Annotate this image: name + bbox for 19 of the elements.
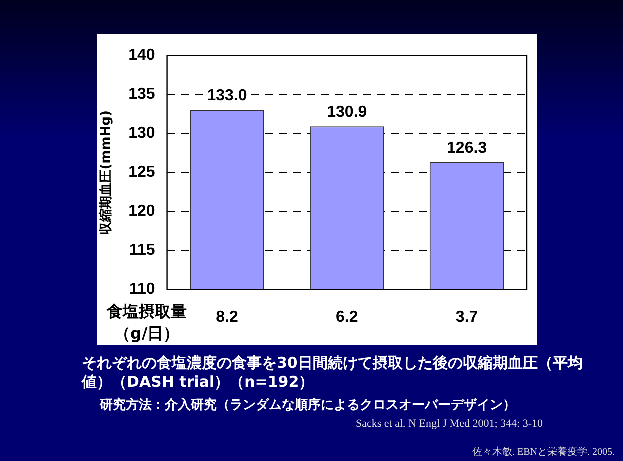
- y-tick-label: 110: [129, 281, 156, 298]
- y-tick-label: 135: [128, 86, 156, 104]
- text: Sacks et al. N Engl J Med 2001; 344: 3-10: [356, 418, 543, 430]
- x-tick-label: 3.7: [456, 308, 478, 326]
- x-tick-label: 6.2: [336, 308, 358, 326]
- data-label: 126.3: [447, 140, 488, 157]
- y-tick-label: 125: [128, 164, 156, 182]
- y-tick-label: 140: [128, 47, 156, 64]
- x-axis-title: 食塩摂取量（g/日）: [106, 302, 187, 344]
- text: それぞれの食塩濃度の食事を30日間続けて摂取した後の収縮期血圧（平均値）（DASH trial）（n=192）: [82, 354, 584, 392]
- y-axis-title: 収縮期血圧(mmHg): [98, 110, 114, 235]
- x-tick-label: 8.2: [216, 308, 238, 326]
- y-tick-label: 130: [128, 125, 156, 142]
- y-tick-label: 120: [128, 203, 156, 220]
- y-tick-label: 115: [129, 242, 156, 260]
- text: 研究方法：介入研究（ランダムな順序によるクロスオーバーデザイン）: [100, 396, 516, 414]
- data-label: 130.9: [327, 104, 368, 122]
- data-label: 133.0: [207, 88, 248, 105]
- text: 佐々木敏. EBNと栄養疫学. 2005.: [472, 446, 615, 459]
